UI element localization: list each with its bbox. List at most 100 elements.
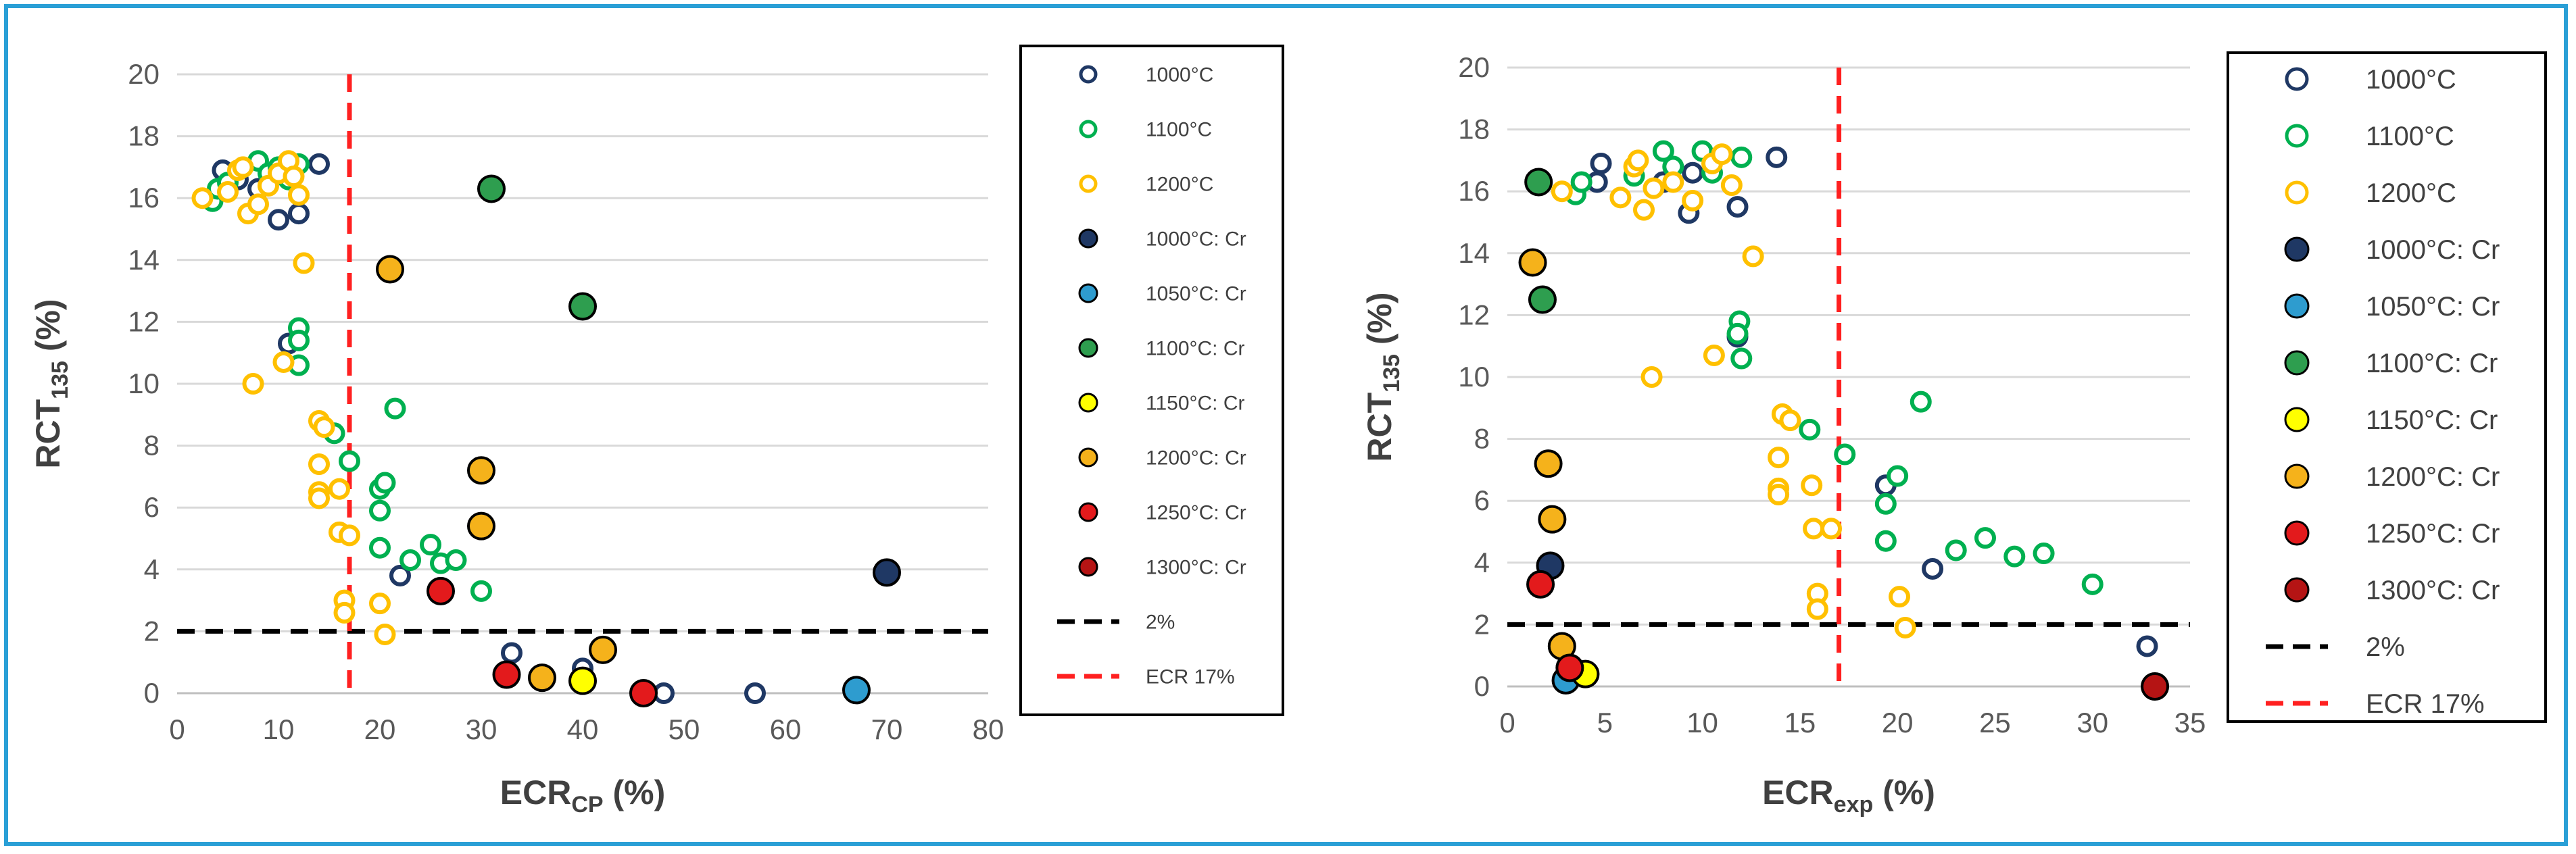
x-tick-label: 20 [1882, 707, 1914, 738]
x-tick-label: 30 [466, 713, 497, 745]
data-point [1652, 140, 1674, 162]
data-point [1534, 449, 1563, 478]
y-tick-label: 14 [128, 244, 160, 276]
legend-marker [2284, 236, 2310, 262]
x-tick-label: 80 [973, 713, 1004, 745]
y-axis-label: RCT135 (%) [29, 299, 73, 468]
legend-marker [1078, 502, 1098, 522]
y-tick-label: 14 [1458, 237, 1490, 269]
legend-label: 1100°C: Cr [1146, 338, 1245, 360]
legend-marker [1078, 228, 1098, 249]
data-point [1874, 493, 1897, 515]
legend-marker [1079, 65, 1098, 84]
data-point [1945, 539, 1967, 561]
legend-marker [2284, 520, 2310, 546]
data-point [1887, 465, 1909, 487]
data-point [333, 601, 356, 624]
legend-label: ECR 17% [2366, 689, 2485, 719]
data-point [1768, 484, 1790, 506]
data-point [272, 351, 295, 373]
y-tick-label: 18 [128, 120, 160, 152]
x-tick-label: 35 [2174, 707, 2206, 738]
data-point [1641, 366, 1663, 388]
y-tick-label: 6 [1474, 484, 1490, 516]
data-point [1682, 161, 1704, 184]
data-point [1910, 391, 1932, 413]
data-point [744, 682, 766, 704]
data-point [376, 255, 404, 284]
legend-label: 1100°C [2366, 122, 2454, 151]
data-point [1720, 174, 1743, 197]
data-point [1730, 347, 1753, 370]
legend-marker [2284, 350, 2310, 376]
x-tick-label: 0 [169, 713, 185, 745]
data-point [1570, 171, 1593, 193]
y-axis-label: RCT135 (%) [1361, 292, 1405, 461]
legend-marker [1078, 338, 1098, 358]
data-point [308, 453, 330, 476]
legend-label: 2% [1146, 611, 1175, 634]
y-tick-label: 2 [144, 615, 160, 647]
x-tick-label: 30 [2076, 707, 2108, 738]
y-tick-label: 4 [144, 553, 160, 585]
figure-frame [4, 4, 2568, 846]
legend-marker [2284, 463, 2310, 489]
y-tick-label: 20 [1458, 51, 1490, 83]
legend-label: 1300°C: Cr [1146, 557, 1246, 579]
data-point [1528, 285, 1557, 314]
data-point [842, 676, 871, 705]
chart-2: 0 2 4 6 8 10 12 14 16 18 20 0 5 10 15 20 25 30 35 RCT135 (%… [1361, 51, 2547, 818]
legend-marker [2285, 67, 2309, 91]
data-point [467, 511, 495, 541]
data-point [399, 549, 421, 572]
data-point [568, 292, 597, 321]
x-tick-label: 60 [770, 713, 802, 745]
y-tick-label: 8 [144, 430, 160, 461]
data-point [420, 534, 441, 556]
legend-box [2227, 51, 2547, 723]
data-point [1922, 557, 1944, 580]
legend-marker [1078, 393, 1098, 413]
data-point [313, 416, 335, 438]
legend-marker [1079, 174, 1098, 193]
legend-marker [2285, 124, 2309, 148]
data-point [1806, 598, 1828, 620]
y-tick-label: 12 [1458, 299, 1490, 330]
data-point [1524, 168, 1553, 197]
data-point [1820, 518, 1843, 540]
data-point [470, 580, 492, 602]
data-point [1538, 505, 1567, 534]
data-point [492, 660, 521, 689]
legend-marker [1078, 283, 1098, 303]
data-point [1627, 149, 1649, 172]
x-tick-label: 5 [1597, 707, 1613, 738]
legend-label: 1250°C: Cr [2366, 519, 2500, 549]
y-tick-label: 8 [1474, 423, 1490, 455]
data-point [1974, 527, 1996, 549]
data-point [339, 524, 360, 547]
data-point [293, 252, 315, 274]
data-point [1682, 189, 1704, 211]
legend-label: 1050°C: Cr [2366, 292, 2500, 322]
data-point [329, 478, 350, 500]
legend-label: 1100°C [1146, 119, 1212, 141]
data-point [1730, 146, 1753, 168]
legend-label: 1200°C: Cr [2366, 462, 2500, 492]
data-point [2033, 543, 2055, 565]
x-axis-label: ECRexp (%) [1762, 774, 1935, 818]
chart-1: 0 2 4 6 8 10 12 14 16 18 20 0 10 20 30 40 50 60 70 80 RCT135… [29, 45, 1284, 818]
y-tick-label: 16 [1458, 175, 1490, 207]
data-point [589, 635, 617, 664]
data-point [308, 153, 330, 175]
data-point [501, 642, 523, 664]
x-tick-label: 40 [567, 713, 599, 745]
data-point [242, 373, 264, 395]
data-point [232, 156, 254, 178]
data-point [2136, 635, 2158, 657]
legend-box [1019, 45, 1284, 716]
data-point [288, 184, 310, 206]
data-point [384, 397, 406, 420]
data-point [1526, 570, 1555, 599]
data-point [568, 666, 597, 695]
